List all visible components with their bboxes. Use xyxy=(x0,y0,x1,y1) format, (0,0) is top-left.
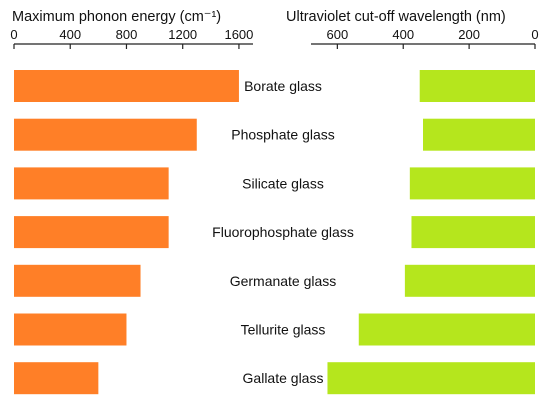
left-tick-label: 0 xyxy=(10,27,17,42)
left-tick-label: 1600 xyxy=(224,27,253,42)
uv-cutoff-bar xyxy=(419,70,535,102)
uv-cutoff-bar xyxy=(404,264,535,297)
uv-cutoff-bar xyxy=(423,118,535,151)
category-label: Germanate glass xyxy=(230,273,337,289)
right-tick-label: 400 xyxy=(392,27,414,42)
phonon-bar xyxy=(14,216,169,249)
uv-cutoff-bar xyxy=(327,362,535,395)
left-tick-label: 800 xyxy=(116,27,138,42)
right-tick-label: 600 xyxy=(327,27,349,42)
phonon-bar xyxy=(14,167,169,200)
right-axis-title: Ultraviolet cut-off wavelength (nm) xyxy=(286,9,506,25)
left-axis: 0 400 800 1200 1600 xyxy=(10,27,253,49)
right-tick-label: 200 xyxy=(458,27,480,42)
uv-cutoff-bar xyxy=(411,216,535,249)
phonon-bar xyxy=(14,70,239,102)
right-bars xyxy=(327,70,535,395)
category-labels: Borate glass Phosphate glass Silicate glas… xyxy=(212,78,354,386)
category-label: Phosphate glass xyxy=(231,127,335,143)
uv-cutoff-bar xyxy=(409,167,535,200)
category-label: Gallate glass xyxy=(243,370,324,386)
uv-cutoff-bar xyxy=(358,313,535,346)
phonon-bar xyxy=(14,118,197,151)
phonon-bar xyxy=(14,362,99,395)
left-bars xyxy=(14,70,239,395)
category-label: Fluorophosphate glass xyxy=(212,224,354,240)
left-axis-title: Maximum phonon energy (cm⁻¹) xyxy=(12,9,221,25)
phonon-bar xyxy=(14,313,127,346)
category-label: Borate glass xyxy=(244,78,322,94)
right-axis: 600 400 200 0 xyxy=(311,27,539,49)
phonon-bar xyxy=(14,264,141,297)
left-tick-label: 1200 xyxy=(168,27,197,42)
right-tick-label: 0 xyxy=(531,27,538,42)
left-tick-label: 400 xyxy=(59,27,81,42)
category-label: Silicate glass xyxy=(242,175,324,191)
category-label: Tellurite glass xyxy=(241,322,326,338)
